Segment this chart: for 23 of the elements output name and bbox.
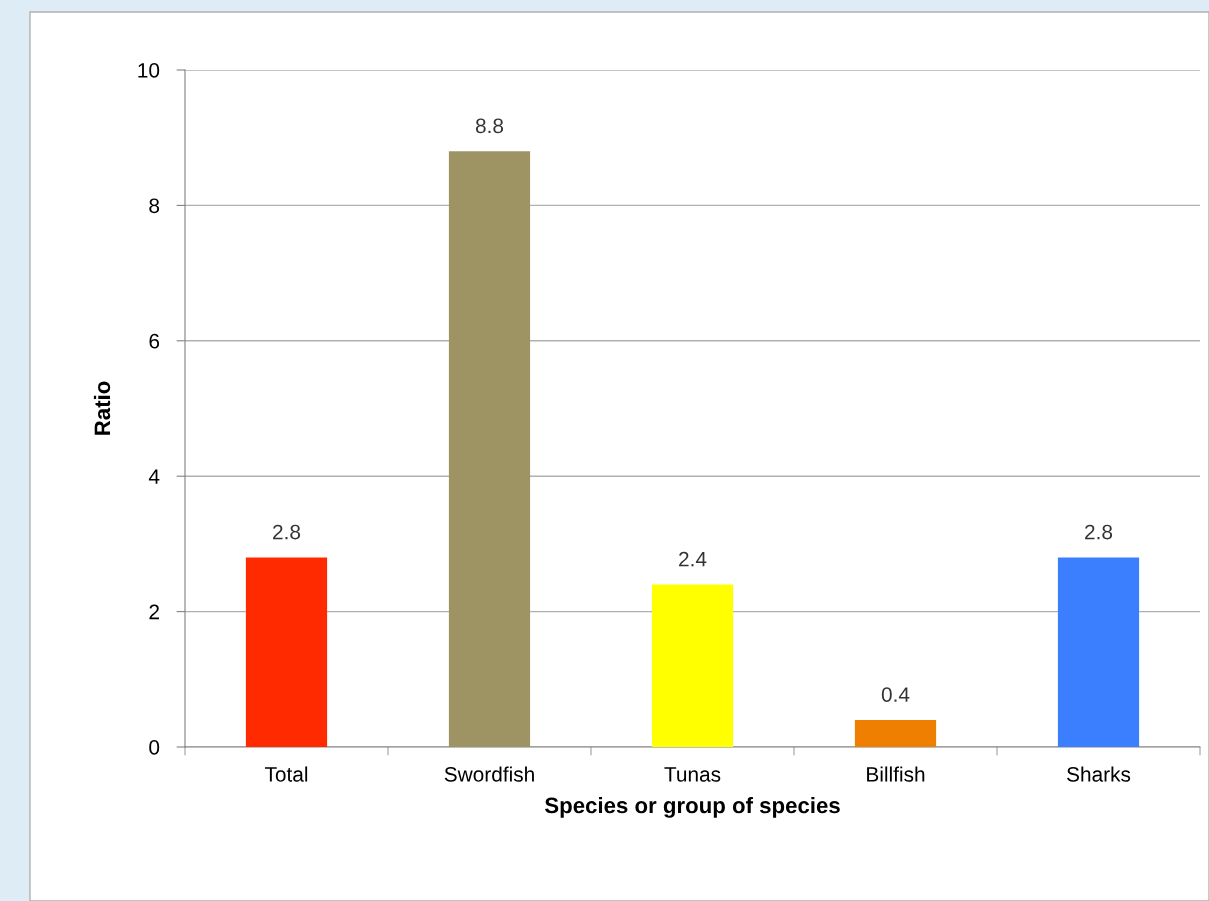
x-tick-label: Billfish [867, 766, 925, 782]
x-tick-label: Swordfish [444, 766, 534, 782]
y-tick-label: 4 [148, 469, 160, 484]
y-tick-label: 0 [149, 740, 160, 755]
data-label: 0.4 [881, 687, 910, 702]
x-tick-label: Total [264, 766, 308, 782]
y-tick-label: 10 [138, 63, 160, 78]
bar [245, 557, 328, 747]
data-label: 8.8 [475, 118, 504, 134]
bar [651, 584, 734, 747]
y-tick-label: 2 [149, 604, 159, 620]
y-axis-title: Ratio [93, 381, 111, 435]
y-tick-label: 6 [149, 333, 160, 349]
bar [1057, 557, 1140, 747]
bar [448, 151, 531, 747]
data-label: 2.8 [1085, 524, 1113, 540]
x-axis-title: Species or group of species [544, 796, 840, 818]
data-label: 2.8 [273, 524, 301, 540]
x-tick-label: Tunas [664, 767, 721, 782]
y-tick-label: 8 [149, 198, 160, 214]
data-label: 2.4 [679, 551, 707, 567]
bar [854, 719, 937, 747]
x-tick-label: Sharks [1067, 766, 1131, 782]
